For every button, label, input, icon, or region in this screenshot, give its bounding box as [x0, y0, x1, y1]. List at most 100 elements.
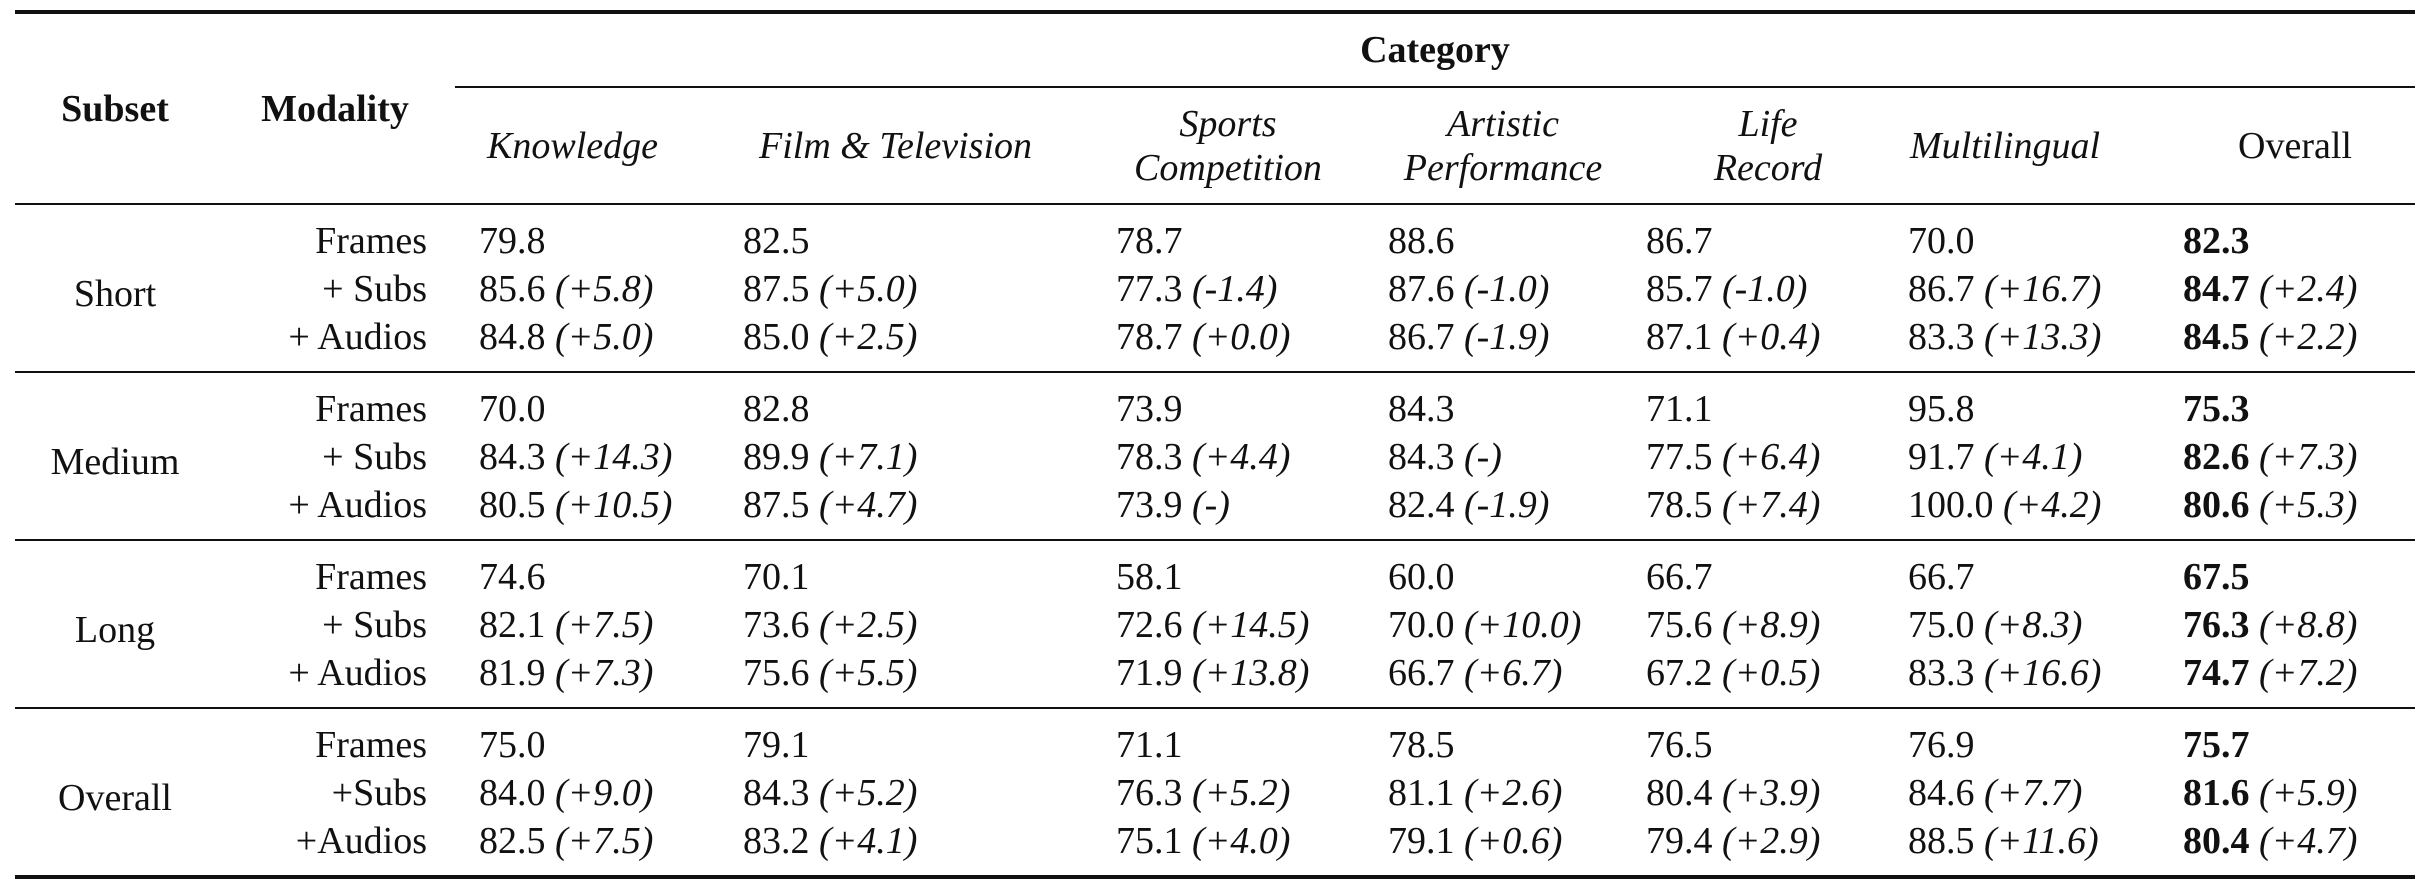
- cell-value: 76.3: [2183, 604, 2250, 646]
- cell-artistic: 81.1 (+2.6): [1364, 769, 1642, 817]
- cell-value: 83.2: [743, 820, 810, 862]
- cell-film: 79.1: [727, 707, 1092, 769]
- cell-knowledge: 74.6: [455, 539, 727, 601]
- modality-label: + Subs: [322, 436, 427, 478]
- cell-artistic: 70.0 (+10.0): [1364, 601, 1642, 649]
- cell-value: 71.1: [1116, 724, 1183, 766]
- cell-value: 95.8: [1908, 388, 1975, 430]
- cell-overall: 84.7 (+2.4): [2175, 265, 2415, 313]
- cell-multilingual: 70.0: [1894, 203, 2175, 265]
- cell-value: 87.6: [1388, 268, 1455, 310]
- cell-value: 81.1: [1388, 772, 1455, 814]
- cell-value: 75.0: [479, 724, 546, 766]
- cell-multilingual: 75.0 (+8.3): [1894, 601, 2175, 649]
- cell-delta: (+5.2): [819, 772, 918, 814]
- cell-value: 73.9: [1116, 484, 1183, 526]
- column-header-line: Overall: [2238, 124, 2352, 167]
- cell-value: 86.7: [1388, 316, 1455, 358]
- cell-overall: 82.6 (+7.3): [2175, 433, 2415, 481]
- cell-value: 100.0: [1908, 484, 1994, 526]
- cell-knowledge: 80.5 (+10.5): [455, 481, 727, 540]
- cell-film: 82.5: [727, 203, 1092, 265]
- cell-value: 82.5: [479, 820, 546, 862]
- cell-artistic: 84.3: [1364, 371, 1642, 433]
- modality-label: + Audios: [288, 652, 427, 694]
- cell-delta: (+2.9): [1722, 820, 1821, 862]
- cell-value: 66.7: [1646, 556, 1713, 598]
- cell-delta: (+14.5): [1192, 604, 1310, 646]
- cell-value: 77.5: [1646, 436, 1713, 478]
- cell-value: 66.7: [1388, 652, 1455, 694]
- cell-sports: 77.3 (-1.4): [1092, 265, 1364, 313]
- table-row: + Audios 80.5 (+10.5) 87.5 (+4.7) 73.9 (-) 8…: [15, 481, 2415, 540]
- column-header-knowledge: Knowledge: [455, 87, 727, 204]
- cell-multilingual: 88.5 (+11.6): [1894, 817, 2175, 879]
- cell-knowledge: 84.8 (+5.0): [455, 313, 727, 372]
- table-row: + Audios 81.9 (+7.3) 75.6 (+5.5) 71.9 (+13.…: [15, 649, 2415, 708]
- cell-value: 84.3: [1388, 388, 1455, 430]
- category-subheader-row: Knowledge Film & Television Sports Competit…: [15, 87, 2415, 204]
- cell-overall: 75.7: [2175, 707, 2415, 769]
- cell-delta: (+5.9): [2259, 772, 2358, 814]
- cell-film: 89.9 (+7.1): [727, 433, 1092, 481]
- cell-multilingual: 66.7: [1894, 539, 2175, 601]
- cell-value: 79.4: [1646, 820, 1713, 862]
- cell-value: 79.1: [1388, 820, 1455, 862]
- column-header-line: Record: [1713, 146, 1823, 189]
- cell-delta: (+0.6): [1464, 820, 1563, 862]
- cell-value: 84.3: [1388, 436, 1455, 478]
- cell-value: 80.6: [2183, 484, 2250, 526]
- cell-multilingual: 91.7 (+4.1): [1894, 433, 2175, 481]
- cell-value: 82.8: [743, 388, 810, 430]
- cell-delta: (+7.5): [555, 604, 654, 646]
- cell-overall: 82.3: [2175, 203, 2415, 265]
- cell-delta: (+7.2): [2259, 652, 2358, 694]
- cell-delta: (+4.4): [1192, 436, 1291, 478]
- cell-delta: (+5.0): [819, 268, 918, 310]
- cell-value: 82.5: [743, 220, 810, 262]
- cell-value: 78.3: [1116, 436, 1183, 478]
- cell-life: 78.5 (+7.4): [1642, 481, 1894, 540]
- cell-value: 75.6: [743, 652, 810, 694]
- cell-artistic: 78.5: [1364, 707, 1642, 769]
- column-header-line: Knowledge: [487, 124, 658, 167]
- cell-value: 73.9: [1116, 388, 1183, 430]
- cell-multilingual: 84.6 (+7.7): [1894, 769, 2175, 817]
- cell-delta: (+7.7): [1984, 772, 2083, 814]
- cell-multilingual: 95.8: [1894, 371, 2175, 433]
- table-body: Short Frames 79.8 82.5 78.7 88.6 86.7 70.0 82.3 +…: [15, 203, 2415, 879]
- cell-overall: 75.3: [2175, 371, 2415, 433]
- cell-value: 75.0: [1908, 604, 1975, 646]
- column-header-multilingual: Multilingual: [1894, 87, 2175, 204]
- cell-delta: (+6.4): [1722, 436, 1821, 478]
- table-row: Medium Frames 70.0 82.8 73.9 84.3 71.1 95.8 75.3: [15, 371, 2415, 540]
- table-row: + Subs 82.1 (+7.5) 73.6 (+2.5) 72.6 (+14.5)…: [15, 601, 2415, 649]
- cell-value: 86.7: [1908, 268, 1975, 310]
- cell-life: 79.4 (+2.9): [1642, 817, 1894, 879]
- cell-life: 85.7 (-1.0): [1642, 265, 1894, 313]
- cell-value: 70.1: [743, 556, 810, 598]
- subset-label: Short: [15, 203, 215, 372]
- cell-film: 73.6 (+2.5): [727, 601, 1092, 649]
- cell-value: 73.6: [743, 604, 810, 646]
- cell-value: 80.4: [2183, 820, 2250, 862]
- cell-film: 70.1: [727, 539, 1092, 601]
- cell-value: 87.5: [743, 484, 810, 526]
- cell-knowledge: 79.8: [455, 203, 727, 265]
- column-header-artistic: Artistic Performance: [1364, 87, 1642, 204]
- table-row: + Subs 84.3 (+14.3) 89.9 (+7.1) 78.3 (+4.4)…: [15, 433, 2415, 481]
- table-row: Short Frames 79.8 82.5 78.7 88.6 86.7 70.0 82.3: [15, 203, 2415, 372]
- modality-label: + Audios: [288, 484, 427, 526]
- cell-overall: 74.7 (+7.2): [2175, 649, 2415, 708]
- cell-life: 80.4 (+3.9): [1642, 769, 1894, 817]
- cell-value: 75.3: [2183, 388, 2250, 430]
- cell-delta: (+5.3): [2259, 484, 2358, 526]
- cell-value: 79.8: [479, 220, 546, 262]
- cell-delta: (+5.5): [819, 652, 918, 694]
- column-header-line: Multilingual: [1910, 124, 2100, 167]
- column-header-line: Sports: [1179, 102, 1277, 145]
- cell-delta: (+2.5): [819, 604, 918, 646]
- cell-value: 83.3: [1908, 652, 1975, 694]
- cell-overall: 67.5: [2175, 539, 2415, 601]
- modality-label: +Audios: [215, 817, 455, 879]
